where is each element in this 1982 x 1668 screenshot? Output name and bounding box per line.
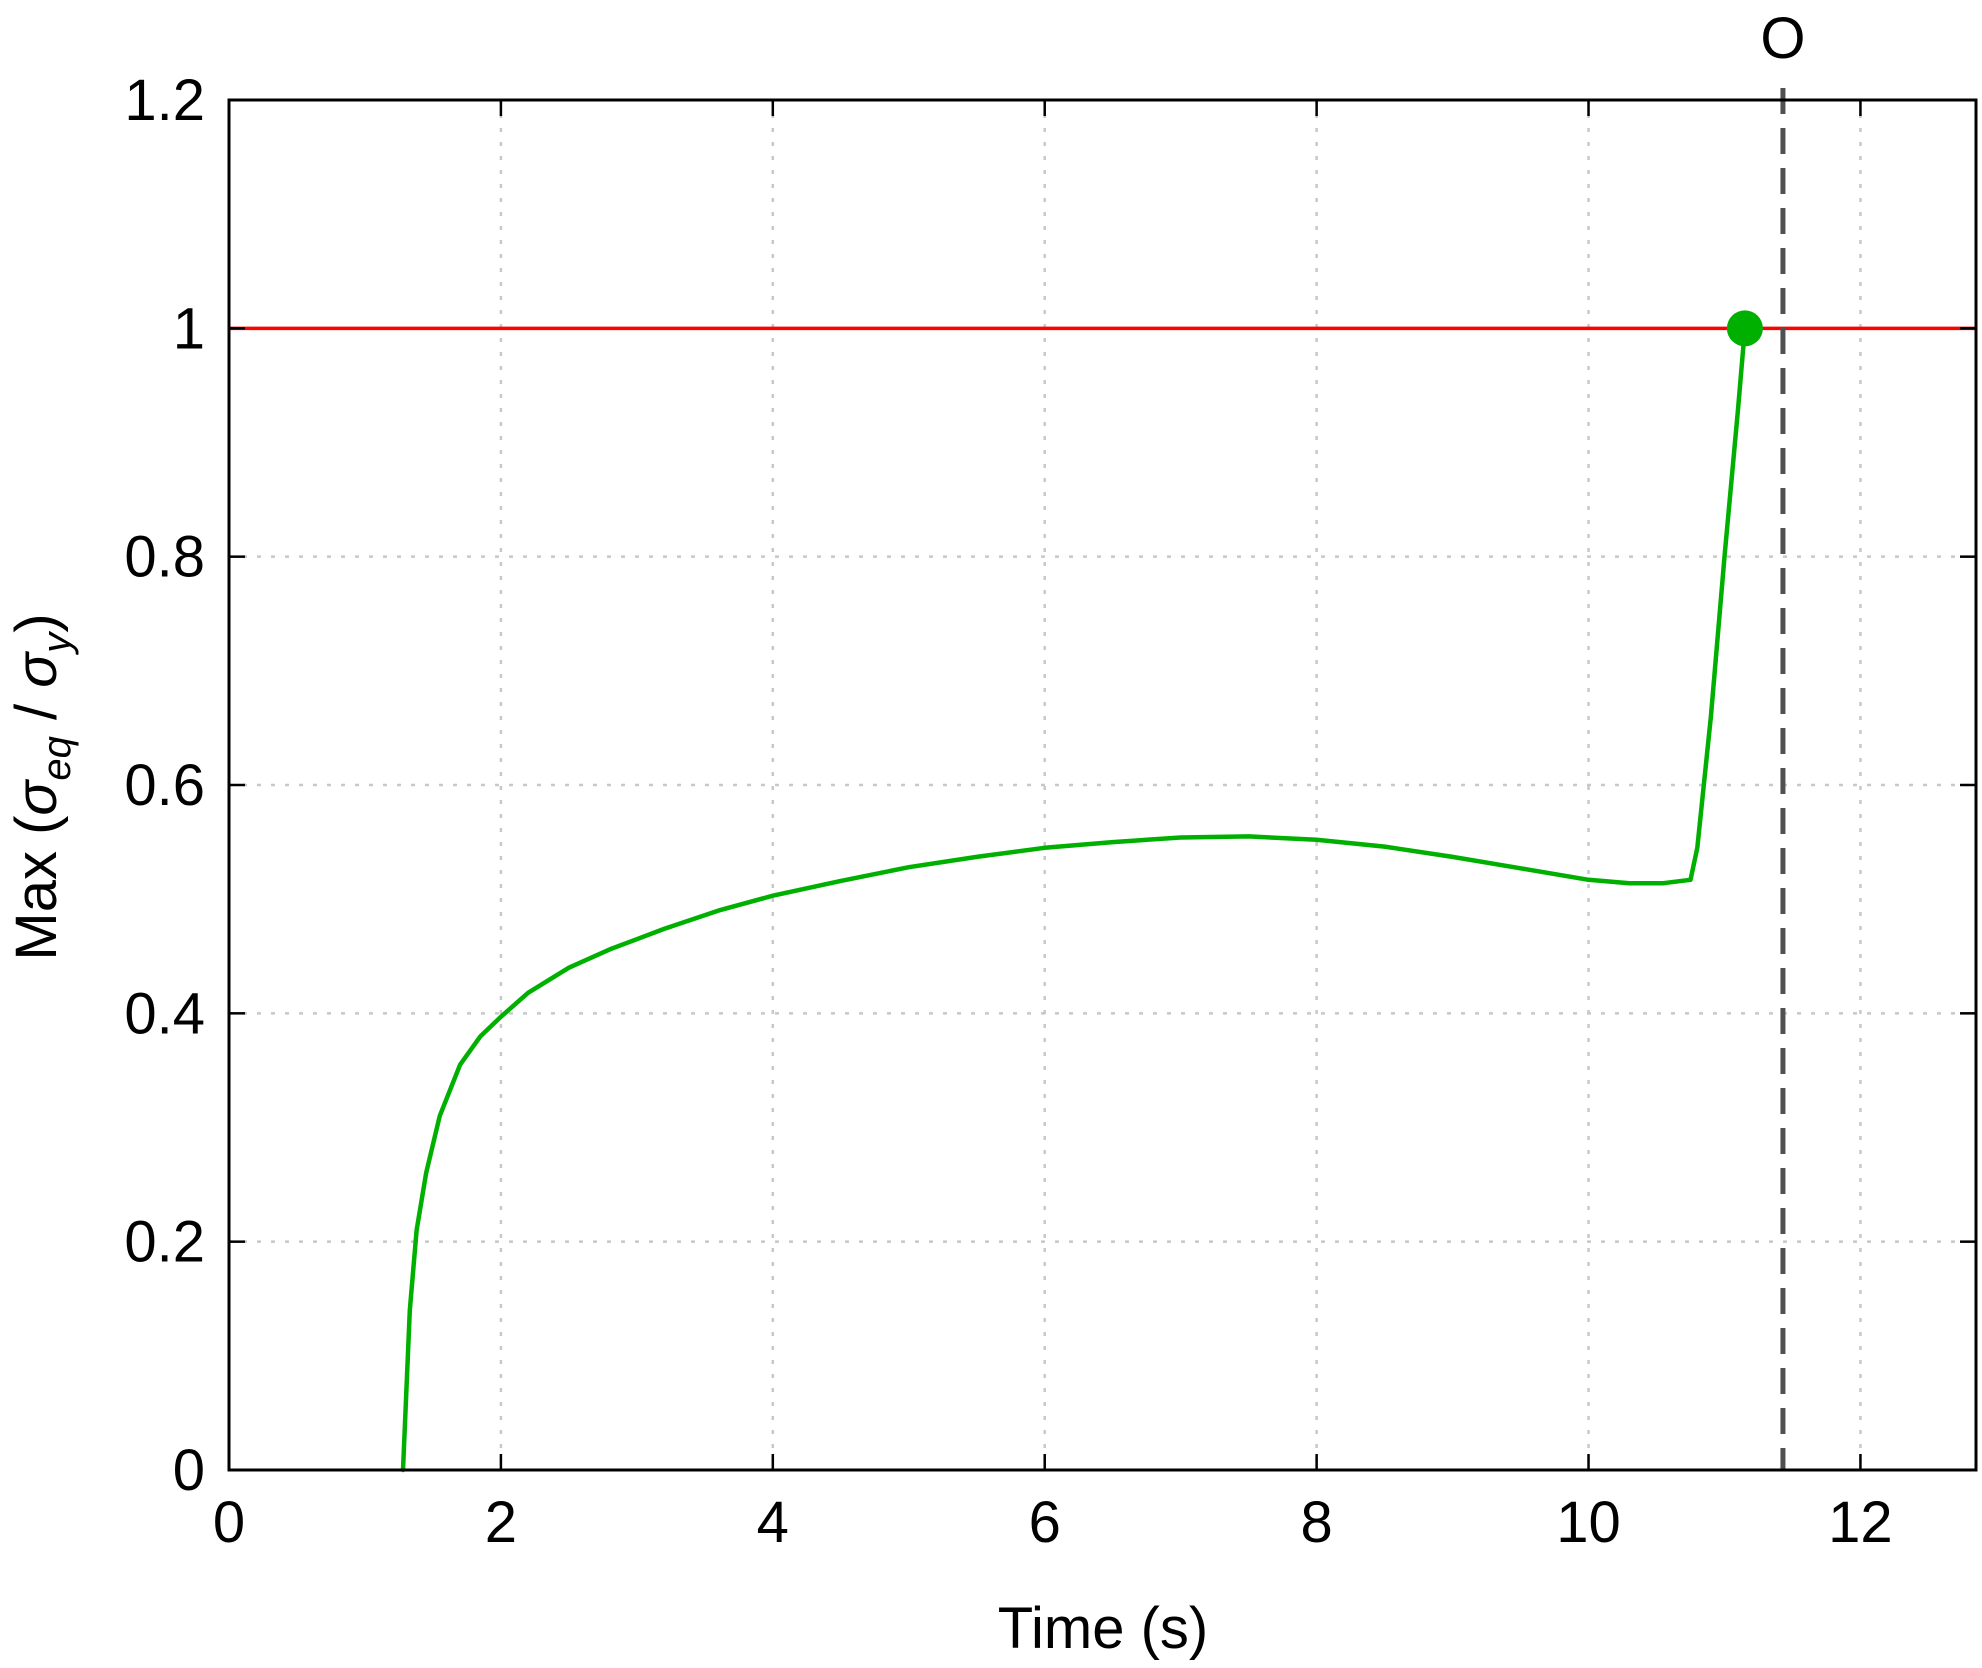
y-axis-title-sub-eq: eq <box>35 736 79 781</box>
data-series-line <box>400 326 1748 1473</box>
grid-layer <box>229 100 1976 1470</box>
y-tick-label: 0.8 <box>124 525 205 590</box>
y-tick-label: 0.2 <box>124 1210 205 1275</box>
x-tick-label: 2 <box>485 1490 517 1555</box>
series-layer <box>400 326 1748 1473</box>
y-tick-label: 0.6 <box>124 753 205 818</box>
x-tick-label: 12 <box>1828 1490 1893 1555</box>
x-tick-label: 8 <box>1300 1490 1332 1555</box>
yield-point-marker <box>1726 310 1763 347</box>
y-axis-title: Max (σeq / σy) <box>4 613 79 960</box>
y-axis-title-sigma-y: σ <box>4 651 69 688</box>
x-tick-label: 4 <box>757 1490 789 1555</box>
x-axis-title: Time (s) <box>998 1596 1208 1661</box>
y-tick-labels: 0 0.2 0.4 0.6 0.8 1 1.2 <box>124 68 205 1503</box>
y-axis-title-suffix: ) <box>4 613 69 632</box>
x-tick-label: 6 <box>1029 1490 1061 1555</box>
x-tick-label: 0 <box>213 1490 245 1555</box>
y-tick-label: 0.4 <box>124 981 205 1046</box>
vline-label: O <box>1760 6 1805 71</box>
y-tick-label: 1 <box>173 296 205 361</box>
frame-layer <box>227 98 1978 1472</box>
x-tick-label: 10 <box>1556 1490 1621 1555</box>
y-axis-title-sub-y: y <box>35 630 79 656</box>
y-tick-label: 1.2 <box>124 68 205 133</box>
plot-frame <box>227 98 1978 1472</box>
x-tick-labels: 0 2 4 6 8 10 12 <box>213 1490 1893 1555</box>
y-axis-title-prefix: Max ( <box>4 816 69 961</box>
y-tick-label: 0 <box>173 1438 205 1503</box>
y-axis-title-slash: / <box>4 688 69 736</box>
marker-layer <box>1726 310 1763 347</box>
y-axis-title-sigma-eq: σ <box>4 779 69 816</box>
